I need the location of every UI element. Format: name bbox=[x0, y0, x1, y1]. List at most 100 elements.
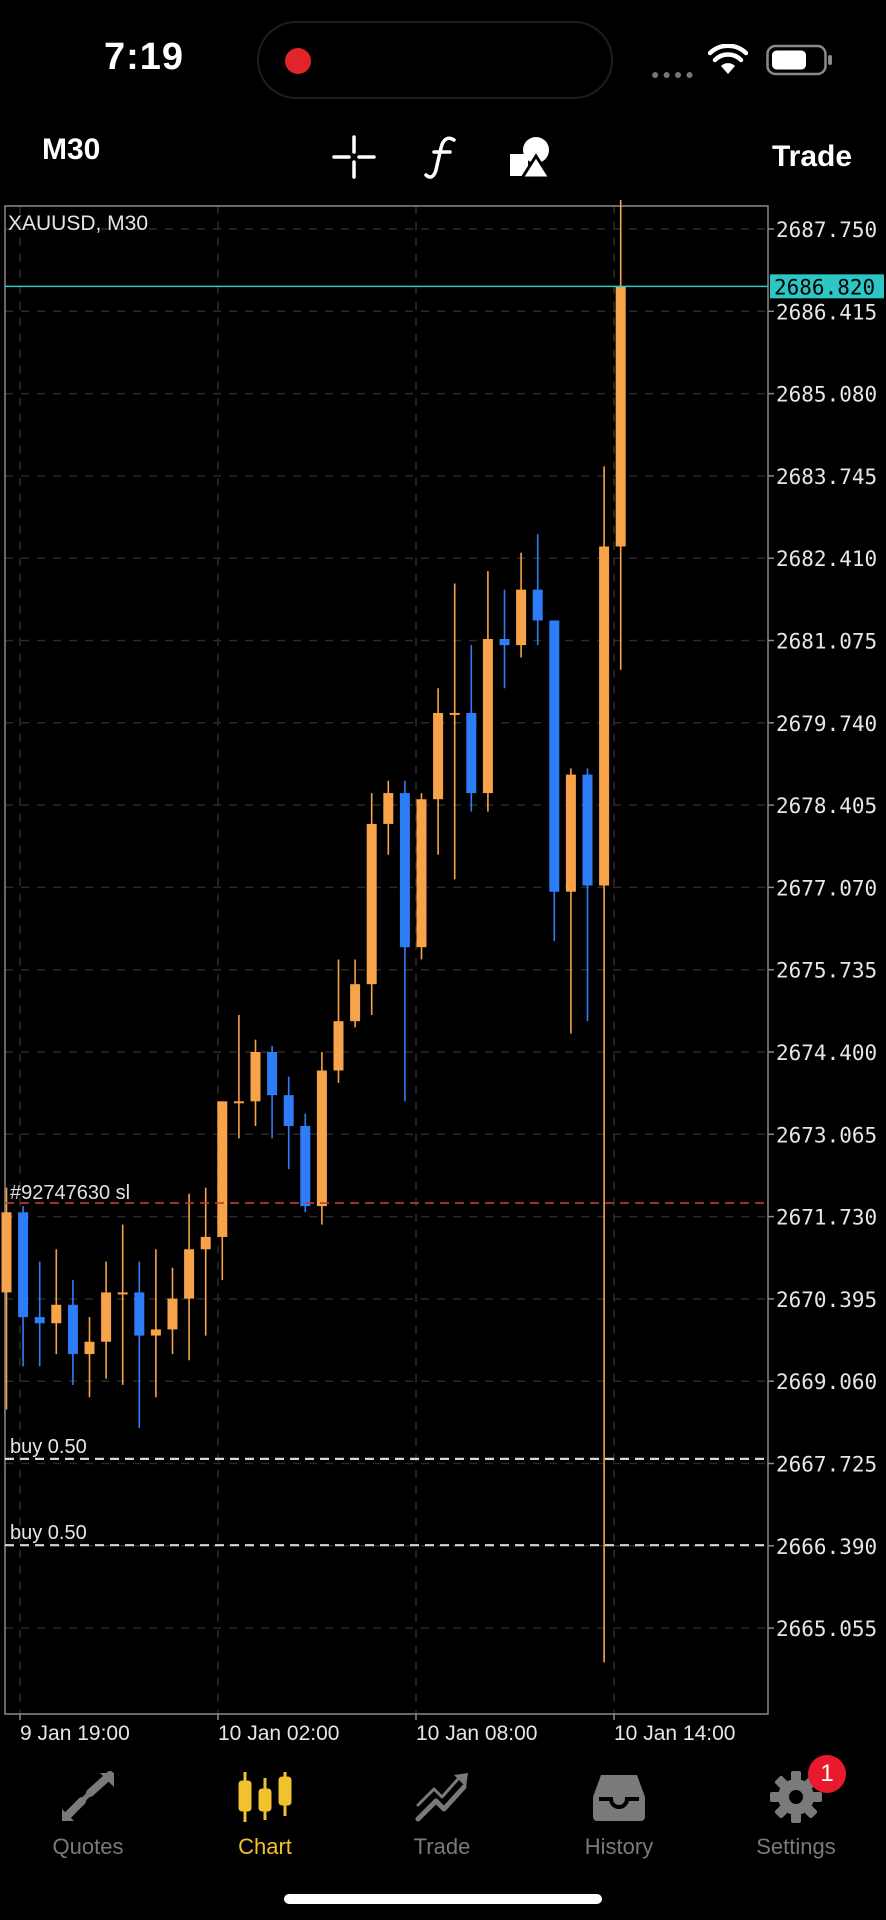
candle-body bbox=[167, 1298, 178, 1330]
price-axis: 2687.750 2686.415 2685.080 2683.745 2682.410… bbox=[768, 218, 877, 1641]
candle bbox=[150, 1249, 161, 1398]
y-tick-label: 2675.735 bbox=[776, 959, 877, 983]
price-chart[interactable]: 2686.820 buy 0.50 buy 0.50 XAUUSD, M30 #92… bbox=[0, 200, 886, 1748]
gear-icon bbox=[770, 1771, 822, 1823]
candle bbox=[316, 1052, 327, 1225]
candle bbox=[449, 583, 460, 880]
candle-body bbox=[416, 799, 427, 948]
candle bbox=[67, 1280, 78, 1385]
candle-body bbox=[217, 1101, 228, 1237]
candle-body bbox=[433, 712, 444, 800]
status-bar: 7:19 ●●●● bbox=[0, 0, 886, 120]
candle bbox=[51, 1249, 62, 1355]
recording-indicator-icon bbox=[285, 48, 311, 74]
candle-body bbox=[1, 1212, 12, 1293]
candle bbox=[350, 959, 361, 1028]
candle-body bbox=[466, 712, 477, 794]
candle-body bbox=[499, 638, 510, 646]
y-tick-label: 2677.070 bbox=[776, 876, 877, 900]
y-tick-label: 2686.415 bbox=[776, 300, 877, 324]
y-tick-label: 2683.745 bbox=[776, 465, 877, 489]
crosshair-icon bbox=[332, 135, 376, 179]
candle bbox=[599, 466, 610, 1663]
candles bbox=[1, 200, 626, 1663]
history-inbox-icon bbox=[593, 1775, 645, 1821]
candle bbox=[250, 1039, 261, 1126]
battery-icon bbox=[766, 44, 832, 76]
crosshair-button[interactable] bbox=[326, 132, 382, 182]
current-price-tag bbox=[770, 274, 884, 299]
candle-body bbox=[350, 984, 361, 1022]
quotes-arrows-icon bbox=[62, 1771, 114, 1821]
chart-frame bbox=[4, 205, 769, 1715]
candle-body bbox=[383, 793, 394, 824]
candle-body bbox=[316, 1070, 327, 1207]
y-tick-label: 2669.060 bbox=[776, 1370, 877, 1394]
candle-body bbox=[267, 1052, 278, 1096]
candle bbox=[200, 1187, 211, 1336]
objects-button[interactable] bbox=[502, 132, 558, 182]
candle bbox=[333, 959, 344, 1083]
y-tick-label: 2682.410 bbox=[776, 547, 877, 571]
candle bbox=[366, 793, 377, 1016]
candle-body bbox=[449, 712, 460, 715]
candle bbox=[233, 1015, 244, 1139]
cellular-signal-icon: ●●●● bbox=[651, 66, 697, 82]
y-tick-label: 2674.400 bbox=[776, 1041, 877, 1065]
tab-trade[interactable]: Trade bbox=[354, 1748, 530, 1868]
candle bbox=[416, 793, 427, 960]
candle-body bbox=[117, 1292, 128, 1295]
tab-chart[interactable]: Chart bbox=[177, 1748, 353, 1868]
candle bbox=[565, 768, 576, 1034]
candle-body bbox=[532, 589, 543, 621]
candle bbox=[549, 620, 560, 942]
candle bbox=[267, 1045, 278, 1139]
x-tick-label: 9 Jan 19:00 bbox=[20, 1722, 130, 1745]
tab-quotes[interactable]: Quotes bbox=[0, 1748, 176, 1868]
candle bbox=[117, 1224, 128, 1385]
candle bbox=[184, 1193, 195, 1361]
candle-body bbox=[283, 1095, 294, 1126]
candle bbox=[1, 1187, 12, 1410]
candle bbox=[516, 552, 527, 658]
candle-body bbox=[101, 1292, 112, 1342]
y-tick-label: 2685.080 bbox=[776, 383, 877, 407]
candle bbox=[399, 780, 410, 1102]
y-tick-label: 2673.065 bbox=[776, 1123, 877, 1147]
candle-body bbox=[366, 823, 377, 985]
candle-body bbox=[599, 546, 610, 886]
y-tick-label: 2666.390 bbox=[776, 1535, 877, 1559]
candle-body bbox=[18, 1212, 29, 1318]
candle-body bbox=[482, 638, 493, 794]
candle bbox=[217, 1101, 228, 1281]
y-tick-label: 2667.725 bbox=[776, 1453, 877, 1477]
candle bbox=[433, 688, 444, 855]
candle-body bbox=[399, 793, 410, 948]
candle bbox=[582, 768, 593, 1022]
candle bbox=[34, 1261, 45, 1367]
x-tick-label: 10 Jan 02:00 bbox=[218, 1722, 339, 1745]
candle bbox=[466, 645, 477, 812]
y-tick-label: 2687.750 bbox=[776, 218, 877, 242]
timeframe-button[interactable]: M30 bbox=[42, 133, 101, 166]
y-tick-label: 2681.075 bbox=[776, 630, 877, 654]
buy-order-label: buy 0.50 bbox=[10, 1522, 87, 1544]
y-tick-label: 2678.405 bbox=[776, 794, 877, 818]
current-price-tag-label: 2686.820 bbox=[774, 275, 875, 299]
shapes-icon bbox=[510, 137, 553, 180]
trade-button[interactable]: Trade bbox=[772, 140, 853, 173]
candle bbox=[482, 571, 493, 812]
indicators-button[interactable] bbox=[414, 132, 470, 182]
tab-history[interactable]: History bbox=[531, 1748, 707, 1868]
x-tick-label: 10 Jan 08:00 bbox=[416, 1722, 537, 1745]
candle bbox=[18, 1206, 29, 1367]
y-tick-label: 2665.055 bbox=[776, 1617, 877, 1641]
indicator-function-icon bbox=[424, 136, 456, 179]
candle-body bbox=[84, 1341, 95, 1355]
candle-body bbox=[300, 1125, 311, 1207]
tab-chart-label: Chart bbox=[238, 1834, 292, 1859]
tab-settings[interactable]: Settings bbox=[708, 1748, 884, 1868]
candle-body bbox=[200, 1236, 211, 1250]
candle-body bbox=[34, 1317, 45, 1324]
x-tick-label: 10 Jan 14:00 bbox=[614, 1722, 735, 1745]
